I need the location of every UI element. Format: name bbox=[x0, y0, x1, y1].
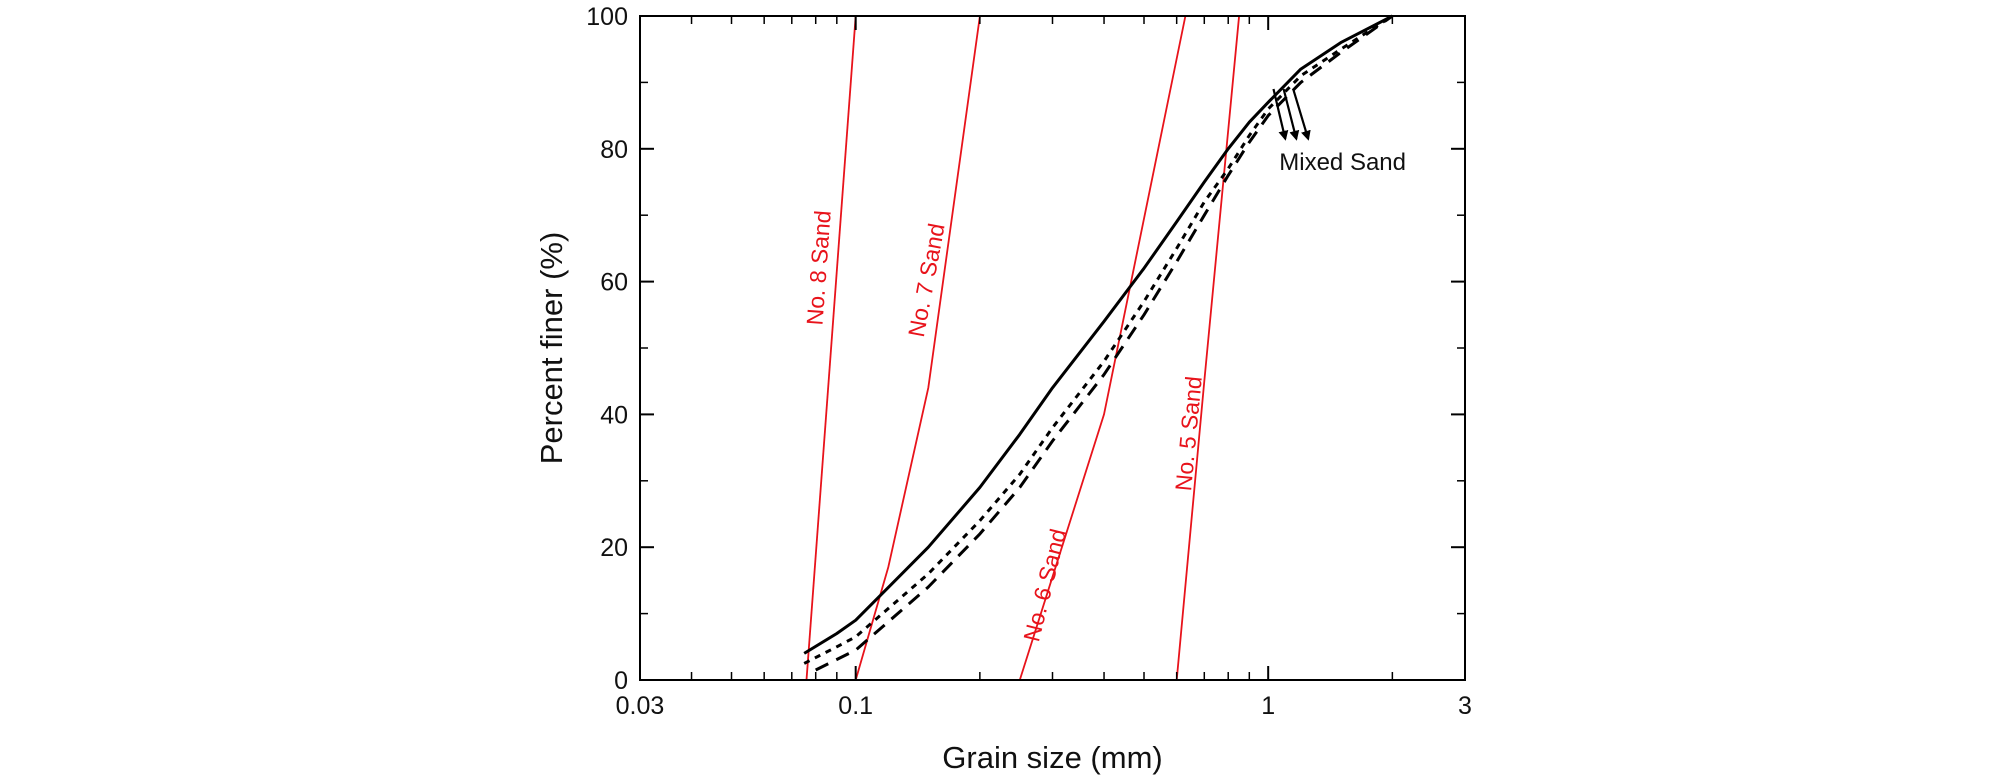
mixed-sand-curve-solid bbox=[803, 14, 1394, 655]
sand-line-no-7-sand bbox=[854, 15, 981, 681]
y-axis-label: Percent finer (%) bbox=[534, 232, 569, 465]
y-tick-label: 0 bbox=[614, 667, 628, 695]
mixed-sand-curves bbox=[803, 14, 1394, 672]
mixed-sand-arrow bbox=[1292, 88, 1311, 141]
x-tick-label: 0.1 bbox=[838, 692, 873, 720]
y-tick-label: 60 bbox=[600, 269, 628, 297]
axes: 0.03 0.1 1 3 0 20 40 60 80 100 bbox=[586, 3, 1472, 720]
y-tick-label: 40 bbox=[600, 401, 628, 429]
sand-line-no-6-sand bbox=[1018, 15, 1187, 681]
y-tick-label: 20 bbox=[600, 534, 628, 562]
mixed-sand-curve-dotted bbox=[803, 14, 1394, 665]
mixed-sand-arrow bbox=[1282, 88, 1300, 141]
x-axis-label: Grain size (mm) bbox=[942, 740, 1162, 775]
mixed-sand-curve-dashed bbox=[815, 14, 1394, 672]
sand-label-no-6-sand: No. 6 Sand bbox=[1018, 526, 1071, 644]
mixed-sand-label: Mixed Sand bbox=[1279, 149, 1406, 176]
x-tick-label: 1 bbox=[1261, 692, 1275, 720]
sand-label-no-8-sand: No. 8 Sand bbox=[801, 209, 835, 326]
y-tick-label: 80 bbox=[600, 136, 628, 164]
sand-label-no-5-sand: No. 5 Sand bbox=[1170, 375, 1207, 492]
sand-line-no-8-sand bbox=[805, 15, 857, 681]
sand-line-no-5-sand bbox=[1175, 15, 1240, 681]
x-tick-label: 3 bbox=[1458, 692, 1472, 720]
mixed-sand-arrow bbox=[1272, 88, 1289, 141]
y-tick-label: 100 bbox=[586, 3, 628, 31]
x-tick-label: 0.03 bbox=[616, 692, 665, 720]
annotations: Mixed Sand bbox=[1272, 88, 1406, 176]
